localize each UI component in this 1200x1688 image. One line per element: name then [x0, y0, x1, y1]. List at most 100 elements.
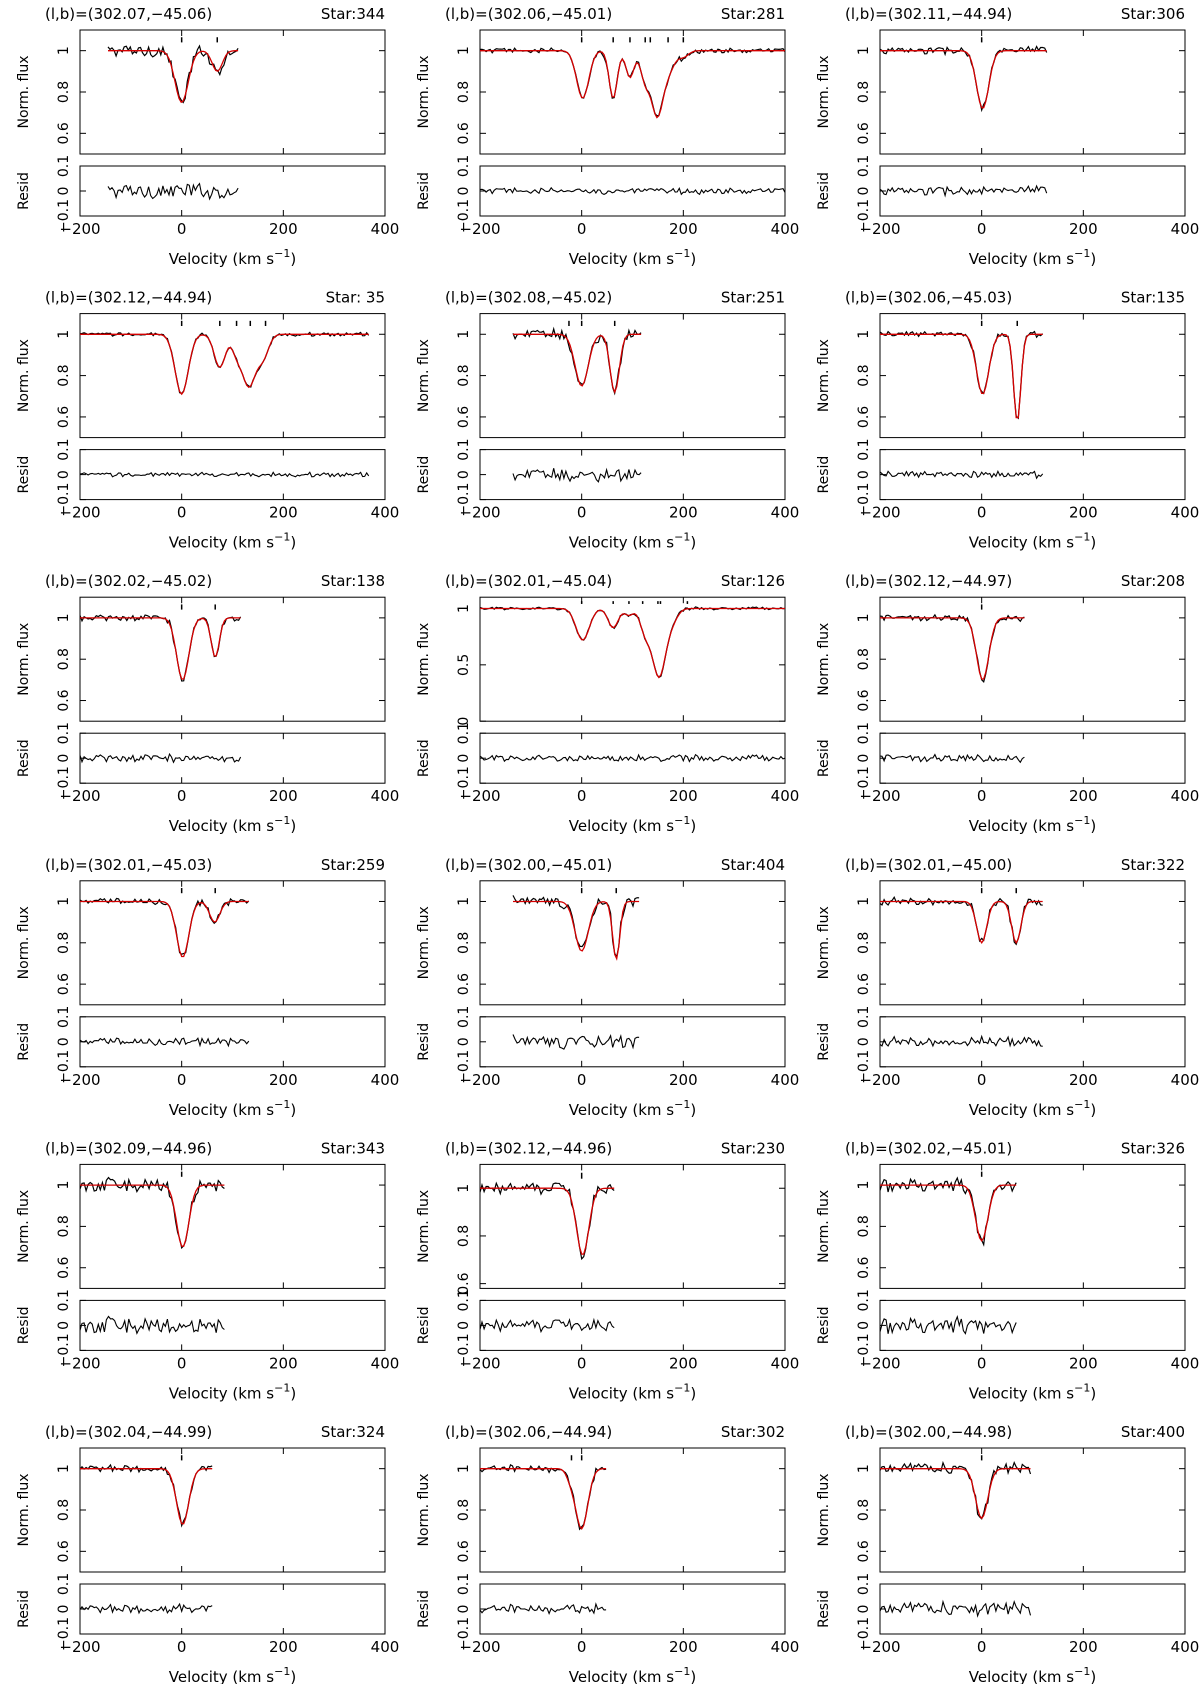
panel-star-id: Star:230 [721, 1139, 785, 1157]
spectrum-panel: (l,b)=(302.04,−44.99) Star:324 0.6 0.8 1 Norm… [16, 1423, 400, 1686]
residual-line [479, 753, 786, 763]
panel-coords: (l,b)=(302.06,−45.01) [445, 5, 612, 23]
residual-line [512, 467, 642, 483]
panel-star-id: Star:324 [321, 1423, 385, 1441]
panel-star-id: Star:259 [321, 856, 385, 874]
model-fit-line [480, 1187, 615, 1255]
xlabel-main: Velocity (km s [569, 250, 675, 268]
panel-star-id: Star:343 [321, 1139, 385, 1157]
residual-line [879, 469, 1044, 480]
observed-spectrum-line [512, 895, 640, 959]
model-fit-line [880, 617, 1025, 680]
spectrum-panel: (l,b)=(302.01,−45.04) Star:126 0 0.5 1 Norm. … [416, 572, 799, 835]
xlabel: Velocity (km s−1) [569, 814, 696, 835]
flux-axes-frame [479, 1447, 786, 1573]
xtick-label: 200 [269, 1638, 298, 1656]
resid-ylabel: Resid [16, 1023, 32, 1061]
model-fit-line [513, 333, 642, 394]
flux-ytick-label: 1 [856, 46, 872, 55]
xtick-label: 400 [371, 1638, 400, 1656]
resid-ytick-label: 0 [456, 1605, 472, 1614]
observed-spectrum-line [879, 45, 1048, 113]
panel-star-id: Star:326 [1121, 1139, 1185, 1157]
panel-coords: (l,b)=(302.02,−45.01) [845, 1139, 1012, 1157]
resid-axes-frame [879, 1583, 1186, 1635]
flux-ytick-label: 0.6 [456, 406, 472, 428]
xlabel-sup: −1 [274, 814, 290, 827]
spectrum-panel: (l,b)=(302.01,−45.03) Star:259 0.6 0.8 1 Norm… [16, 856, 399, 1119]
xtick-label: 400 [771, 1638, 800, 1656]
xlabel-sup: −1 [1074, 1665, 1090, 1678]
panel-coords: (l,b)=(302.00,−44.98) [845, 1423, 1012, 1441]
xlabel-close: ) [690, 1101, 696, 1119]
resid-ytick-label: 0.1 [856, 438, 872, 460]
flux-ytick-label: 1 [456, 46, 472, 55]
flux-axes-frame [879, 1447, 1186, 1573]
resid-ytick-label: −0.1 [856, 1333, 872, 1367]
xtick-label: 200 [269, 1071, 298, 1089]
xtick-label: 400 [771, 1071, 800, 1089]
xtick-label: 200 [269, 504, 298, 522]
panel-star-id: Star:281 [721, 5, 785, 23]
panel-star-id: Star:322 [1121, 856, 1185, 874]
panel-coords: (l,b)=(302.02,−45.02) [45, 572, 212, 590]
flux-ylabel: Norm. flux [416, 55, 432, 128]
flux-ytick-label: 0.8 [56, 1215, 72, 1237]
xtick-label: 0 [577, 787, 587, 805]
xtick-label: 0 [977, 504, 987, 522]
xtick-label: 0 [977, 220, 987, 238]
panel-coords: (l,b)=(302.00,−45.01) [445, 856, 612, 874]
flux-ytick-label: 0.8 [56, 932, 72, 954]
xlabel-main: Velocity (km s [969, 534, 1075, 552]
panel-star-id: Star: 35 [326, 289, 385, 307]
flux-axes-frame [479, 29, 786, 155]
flux-axes-frame [79, 29, 386, 155]
model-fit-line [880, 333, 1043, 419]
xlabel: Velocity (km s−1) [569, 531, 696, 552]
resid-ytick-label: 0.1 [56, 438, 72, 460]
flux-ytick-label: 0.8 [856, 81, 872, 103]
xtick-label: 400 [771, 1354, 800, 1372]
xtick-label: −200 [59, 787, 100, 805]
flux-ylabel: Norm. flux [16, 55, 32, 128]
flux-ytick-label: 0.6 [856, 1540, 872, 1562]
xtick-label: 0 [177, 1638, 187, 1656]
resid-ytick-label: 0 [856, 1037, 872, 1046]
resid-axes-frame [479, 1299, 786, 1351]
observed-spectrum-line [479, 1464, 607, 1531]
resid-ytick-label: 0.1 [56, 1006, 72, 1028]
resid-ytick-label: 0.1 [856, 722, 872, 744]
resid-ylabel: Resid [16, 172, 32, 210]
resid-ylabel: Resid [416, 1307, 432, 1345]
xtick-label: −200 [459, 1638, 500, 1656]
spectrum-panel: (l,b)=(302.11,−44.94) Star:306 0.6 0.8 1 Norm… [816, 5, 1199, 268]
resid-ytick-label: −0.1 [456, 1333, 472, 1367]
xlabel: Velocity (km s−1) [969, 1665, 1096, 1684]
xtick-label: 400 [1171, 504, 1200, 522]
flux-ytick-label: 0.8 [856, 1215, 872, 1237]
panel-star-id: Star:251 [721, 289, 785, 307]
resid-ytick-label: 0 [456, 187, 472, 196]
resid-ylabel: Resid [816, 172, 832, 210]
resid-ytick-label: −0.1 [856, 1617, 872, 1651]
xtick-label: −200 [859, 504, 900, 522]
panel-coords: (l,b)=(302.06,−45.03) [845, 289, 1012, 307]
xlabel-main: Velocity (km s [569, 534, 675, 552]
model-fit-line [80, 617, 241, 680]
xlabel: Velocity (km s−1) [969, 1098, 1096, 1119]
resid-ylabel: Resid [816, 1023, 832, 1061]
xtick-label: 0 [577, 1071, 587, 1089]
xtick-label: 0 [977, 1354, 987, 1372]
flux-ytick-label: 0.8 [56, 364, 72, 386]
xlabel-main: Velocity (km s [969, 1668, 1075, 1684]
panel-star-id: Star:404 [721, 856, 785, 874]
flux-axes-frame [879, 880, 1186, 1006]
xtick-label: 0 [177, 504, 187, 522]
xtick-label: −200 [859, 220, 900, 238]
xlabel-close: ) [290, 534, 296, 552]
flux-ytick-label: 0.6 [856, 122, 872, 144]
resid-ytick-label: 0.1 [456, 155, 472, 177]
panel-coords: (l,b)=(302.12,−44.97) [845, 572, 1012, 590]
xlabel-close: ) [1090, 1668, 1096, 1684]
observed-spectrum-line [879, 613, 1025, 683]
